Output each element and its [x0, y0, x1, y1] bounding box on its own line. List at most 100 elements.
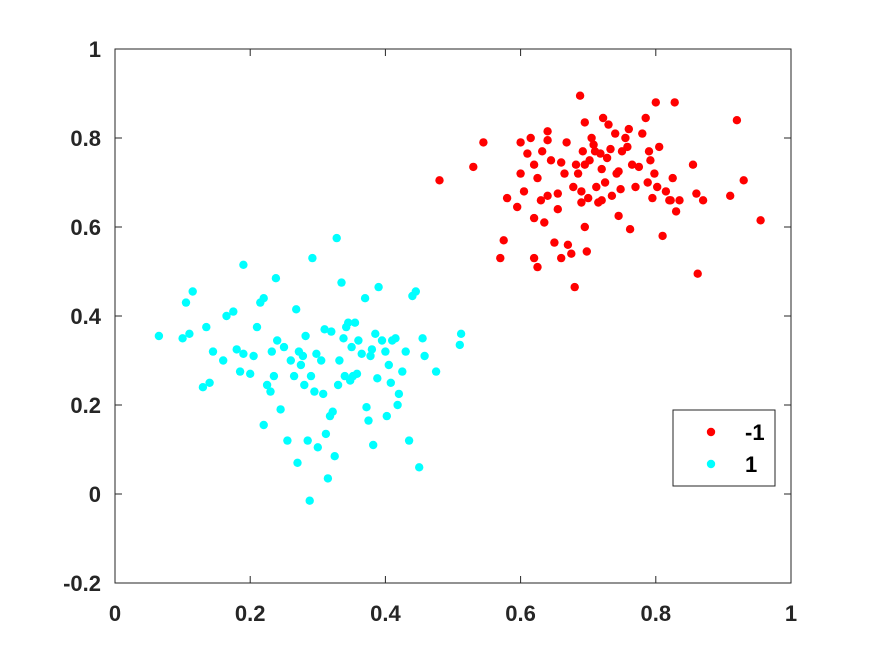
data-point-series-0-93: [739, 176, 748, 185]
data-point-series-0-27: [560, 169, 569, 178]
data-point-series-0-42: [584, 193, 593, 203]
data-point-series-0-38: [578, 147, 587, 156]
x-tick-label: 0.6: [505, 601, 536, 626]
data-point-series-1-15: [239, 349, 248, 358]
data-point-series-0-57: [611, 129, 620, 138]
data-point-series-0-63: [623, 142, 632, 152]
data-point-series-1-13: [235, 367, 245, 376]
y-tick-label: 0.6: [70, 215, 101, 240]
legend-marker: [706, 459, 716, 469]
data-point-series-1-1: [178, 334, 187, 343]
data-point-series-1-78: [373, 374, 382, 383]
data-point-series-0-25: [557, 158, 566, 167]
data-point-series-0-37: [577, 198, 586, 207]
data-point-series-1-67: [350, 318, 360, 327]
data-point-series-1-75: [367, 345, 377, 354]
data-point-series-0-53: [602, 153, 612, 163]
data-point-series-1-45: [312, 349, 321, 358]
data-point-series-0-96: [597, 164, 606, 174]
data-point-series-0-21: [543, 127, 552, 136]
data-point-series-1-46: [313, 443, 322, 452]
data-point-series-1-97: [431, 367, 441, 376]
data-point-series-1-70: [357, 349, 366, 358]
data-point-series-0-85: [671, 207, 681, 216]
data-point-series-0-82: [666, 196, 675, 205]
data-point-series-0-22: [546, 156, 556, 165]
data-point-series-0-26: [557, 253, 566, 263]
data-point-series-1-83: [384, 360, 393, 370]
data-point-series-0-8: [516, 138, 525, 147]
y-tick-label: -0.2: [63, 571, 101, 596]
data-point-series-0-17: [536, 196, 546, 205]
data-point-series-0-6: [513, 202, 522, 212]
data-point-series-1-29: [279, 342, 289, 352]
data-point-series-1-25: [269, 371, 279, 381]
data-point-series-1-57: [333, 380, 343, 390]
data-point-series-1-8: [208, 347, 218, 356]
data-point-series-0-69: [638, 129, 647, 138]
data-point-series-0-33: [571, 160, 581, 169]
data-point-series-0-62: [621, 133, 630, 143]
data-point-series-0-19: [540, 218, 549, 227]
data-point-series-0-83: [668, 173, 677, 183]
data-point-series-0-67: [631, 182, 640, 192]
data-point-series-0-39: [580, 118, 589, 127]
data-point-series-1-86: [391, 334, 400, 343]
y-tick-label: 0.4: [70, 304, 101, 329]
data-point-series-0-84: [670, 98, 679, 107]
data-point-series-0-34: [573, 169, 583, 178]
y-tick-label: 0: [89, 482, 101, 507]
data-point-series-1-74: [366, 351, 375, 361]
legend: -11: [672, 409, 776, 487]
data-point-series-1-76: [369, 440, 378, 450]
legend-label: -1: [745, 420, 765, 445]
data-point-series-1-9: [219, 356, 228, 365]
data-point-series-0-10: [523, 149, 532, 158]
data-point-series-0-66: [627, 160, 637, 169]
data-point-series-1-30: [283, 436, 292, 445]
axes-layer: 0 0.2 0.4 0.6 0.8 1 -0.2 0 0.2 0.4 0.6 0.8 1: [63, 37, 797, 626]
data-point-series-0-47: [592, 182, 601, 192]
data-point-series-1-63: [344, 318, 353, 327]
data-point-series-0-94: [756, 216, 765, 225]
data-point-series-0-89: [693, 269, 702, 278]
data-point-series-1-4: [188, 287, 197, 296]
data-point-series-0-23: [550, 238, 559, 247]
data-point-series-1-34: [293, 458, 302, 467]
data-point-series-1-84: [386, 378, 395, 387]
data-point-series-1-0: [154, 331, 164, 341]
data-point-series-1-33: [292, 305, 301, 314]
data-point-series-1-28: [276, 405, 285, 414]
data-point-series-1-69: [354, 336, 363, 345]
data-point-series-0-55: [606, 144, 615, 154]
data-point-series-0-72: [644, 147, 654, 156]
data-point-series-1-56: [332, 233, 341, 243]
data-point-series-0-75: [650, 169, 659, 178]
data-point-series-0-20: [543, 136, 552, 145]
data-point-series-0-9: [519, 187, 529, 196]
data-point-series-0-4: [499, 236, 508, 245]
data-point-series-1-26: [271, 274, 281, 283]
data-point-series-1-77: [371, 329, 380, 338]
data-point-series-1-11: [229, 307, 238, 316]
data-point-series-1-23: [266, 387, 275, 396]
data-point-series-0-36: [577, 187, 586, 196]
data-point-series-1-16: [246, 369, 255, 378]
data-point-series-0-32: [570, 282, 579, 292]
data-point-series-0-12: [529, 160, 539, 169]
data-point-series-1-90: [401, 347, 410, 356]
data-point-series-1-89: [398, 367, 407, 376]
data-point-series-1-73: [364, 416, 373, 425]
data-point-series-0-87: [688, 160, 698, 169]
data-point-series-0-1: [469, 162, 478, 172]
data-point-series-0-3: [496, 253, 505, 263]
data-point-series-0-78: [655, 142, 664, 152]
data-point-series-0-74: [648, 193, 657, 203]
data-point-series-0-13: [529, 213, 539, 223]
data-point-series-1-87: [393, 400, 402, 410]
data-point-series-1-32: [289, 371, 299, 381]
data-point-series-1-42: [306, 371, 316, 381]
data-point-series-1-53: [327, 327, 336, 336]
data-point-series-1-54: [328, 407, 337, 416]
data-point-series-1-44: [310, 387, 319, 396]
